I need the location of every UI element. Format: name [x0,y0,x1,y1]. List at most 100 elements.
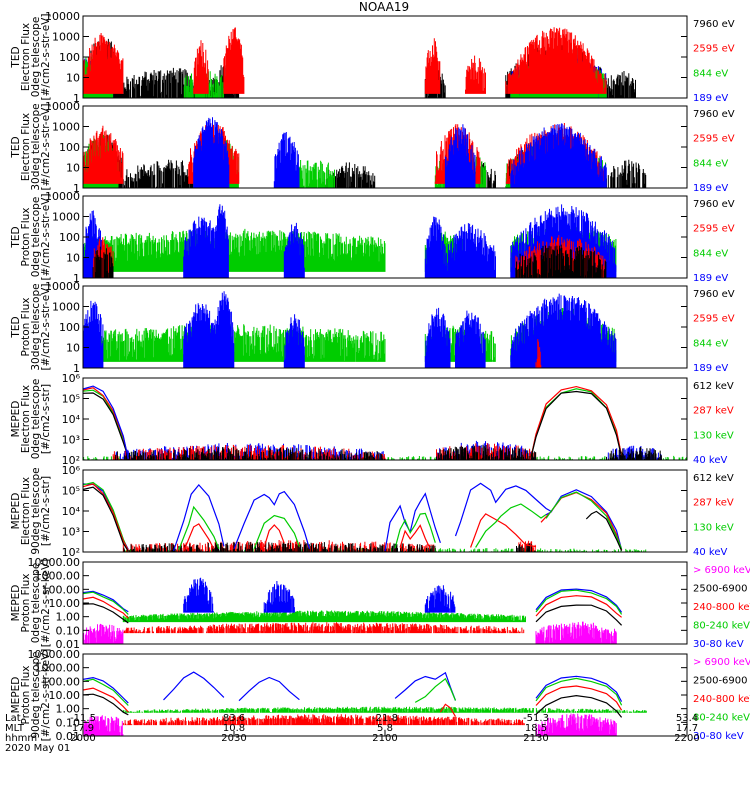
curve-7 [530,390,623,458]
y-axis-label-line: [#/cm2-s-str] [40,384,52,454]
y-axis-label-line: Proton Flux [20,207,32,266]
legend-entry: 80-240 keV [693,621,750,632]
x-row-label: MLT [5,723,25,734]
y-axis-label: TEDProton Flux0deg telescope[#/cm2-s-str… [10,194,52,281]
ytick-label: 10.00 [49,689,81,702]
y-axis-label-line: [#/cm2-s-str-eV] [40,284,52,371]
ytick-label: 1000.00 [35,662,81,675]
series-path [183,577,456,613]
legend-entry: 80-240 keV [693,713,750,724]
legend-entry: 40 keV [693,547,727,558]
y-axis-label-line: Proton Flux [20,297,32,356]
curve-4 [82,693,129,716]
curve-8 [414,677,457,703]
x-tick-label: 10.8 [223,723,245,734]
ytick-label: 10.00 [49,597,81,610]
legend-entry: 287 keV [693,498,734,509]
curve-11 [535,677,623,706]
curve-3 [82,392,129,458]
legend-entry: 7960 eV [693,199,735,210]
ytick-label: 10³ [62,434,80,447]
y-axis-label-line: TED [10,46,22,68]
legend-entry: 7960 eV [693,289,735,300]
y-axis-label-line: [#/cm2-s-sr-keV] [40,559,52,648]
y-axis-label: MEPEDElectron Flux90deg telescope[#/cm2-… [10,467,52,554]
legend-entry: 844 eV [693,248,728,259]
series-1 [122,706,647,713]
y-axis-label: TEDProton Flux30deg telescope[#/cm2-s-st… [10,283,52,370]
series-path [122,714,525,726]
y-axis-label-line: MEPED [10,585,22,622]
legend-entry: 7960 eV [693,19,735,30]
x-tick-label: 53.4 [676,713,698,724]
y-axis-label-line: 0deg telescope [30,17,42,98]
x-tick-label: -51.3 [523,713,549,724]
ytick-label: 10 [66,162,80,175]
series-4 [82,27,607,94]
legend-entry: 844 eV [693,158,728,169]
y-axis-label: TEDElectron Flux0deg telescope[#/cm2-s-s… [10,14,52,101]
x-row-label: Lat [5,713,21,724]
y-axis-label: MEPEDProton Flux90deg telescope[#/cm2-s-… [10,649,52,742]
x-tick-label: 17.9 [72,723,94,734]
curve-11 [384,492,441,552]
y-axis-label-line: TED [10,226,22,248]
curve-13 [535,694,623,718]
curve-2 [82,481,129,552]
y-axis-label-line: 0deg telescope [30,563,42,644]
curve-7 [183,523,215,552]
ytick-label: 100 [59,141,80,154]
ytick-label: 10⁶ [62,372,81,385]
curve-4 [82,385,129,460]
series-path [115,444,662,460]
ytick-label: 100.00 [42,675,81,688]
x-tick-label: -21.8 [372,713,398,724]
legend-entry: 240-800 keV [693,694,750,705]
ytick-label: 1 [73,92,80,105]
y-axis-label-line: 0deg telescope [30,379,42,460]
ytick-label: 10⁴ [62,413,81,426]
curve-19 [545,491,623,550]
x-tick-label: 17.7 [676,723,698,734]
legend-entry: 7960 eV [693,109,735,120]
x-tick-label: -11.5 [70,713,96,724]
x-tick-label: 18.5 [525,723,547,734]
curve-13 [399,524,431,550]
legend-entry: 30-80 keV [693,731,744,742]
x-tick-label: 2030 [221,733,246,744]
ytick-label: 100.00 [42,583,81,596]
ytick-label: 10 [66,252,80,265]
curve-12 [535,685,623,711]
y-axis-label-line: [#/cm2-s-str-eV] [40,14,52,101]
series-2 [122,714,525,726]
curve-6 [535,589,623,615]
curve-6 [238,676,300,702]
legend-entry: > 6900 keV [693,657,750,668]
x-tick-label: 5.8 [377,723,393,734]
series-3 [123,542,536,552]
legend-entry: 287 keV [693,406,734,417]
series-path [122,622,525,634]
x-tick-label: 83.6 [223,713,245,724]
legend-entry: 189 eV [693,273,728,284]
x-tick-label: 2100 [372,733,397,744]
legend-entry: 189 eV [693,183,728,194]
x-tick-label: 2000 [70,733,95,744]
ytick-label: 10³ [62,526,80,539]
series-4 [92,244,607,278]
panel-8: 0.010.101.0010.00100.001000.0010000.00ME… [10,648,750,743]
ytick-label: 10000.00 [28,556,81,569]
series-path [193,117,607,188]
ytick-label: 10000 [45,10,80,23]
legend-entry: 240-800 keV [693,602,750,613]
ytick-label: 1 [73,362,80,375]
legend-entry: 612 keV [693,473,734,484]
y-axis-label-line: 90deg telescope [30,467,42,554]
curve-7 [394,671,457,701]
